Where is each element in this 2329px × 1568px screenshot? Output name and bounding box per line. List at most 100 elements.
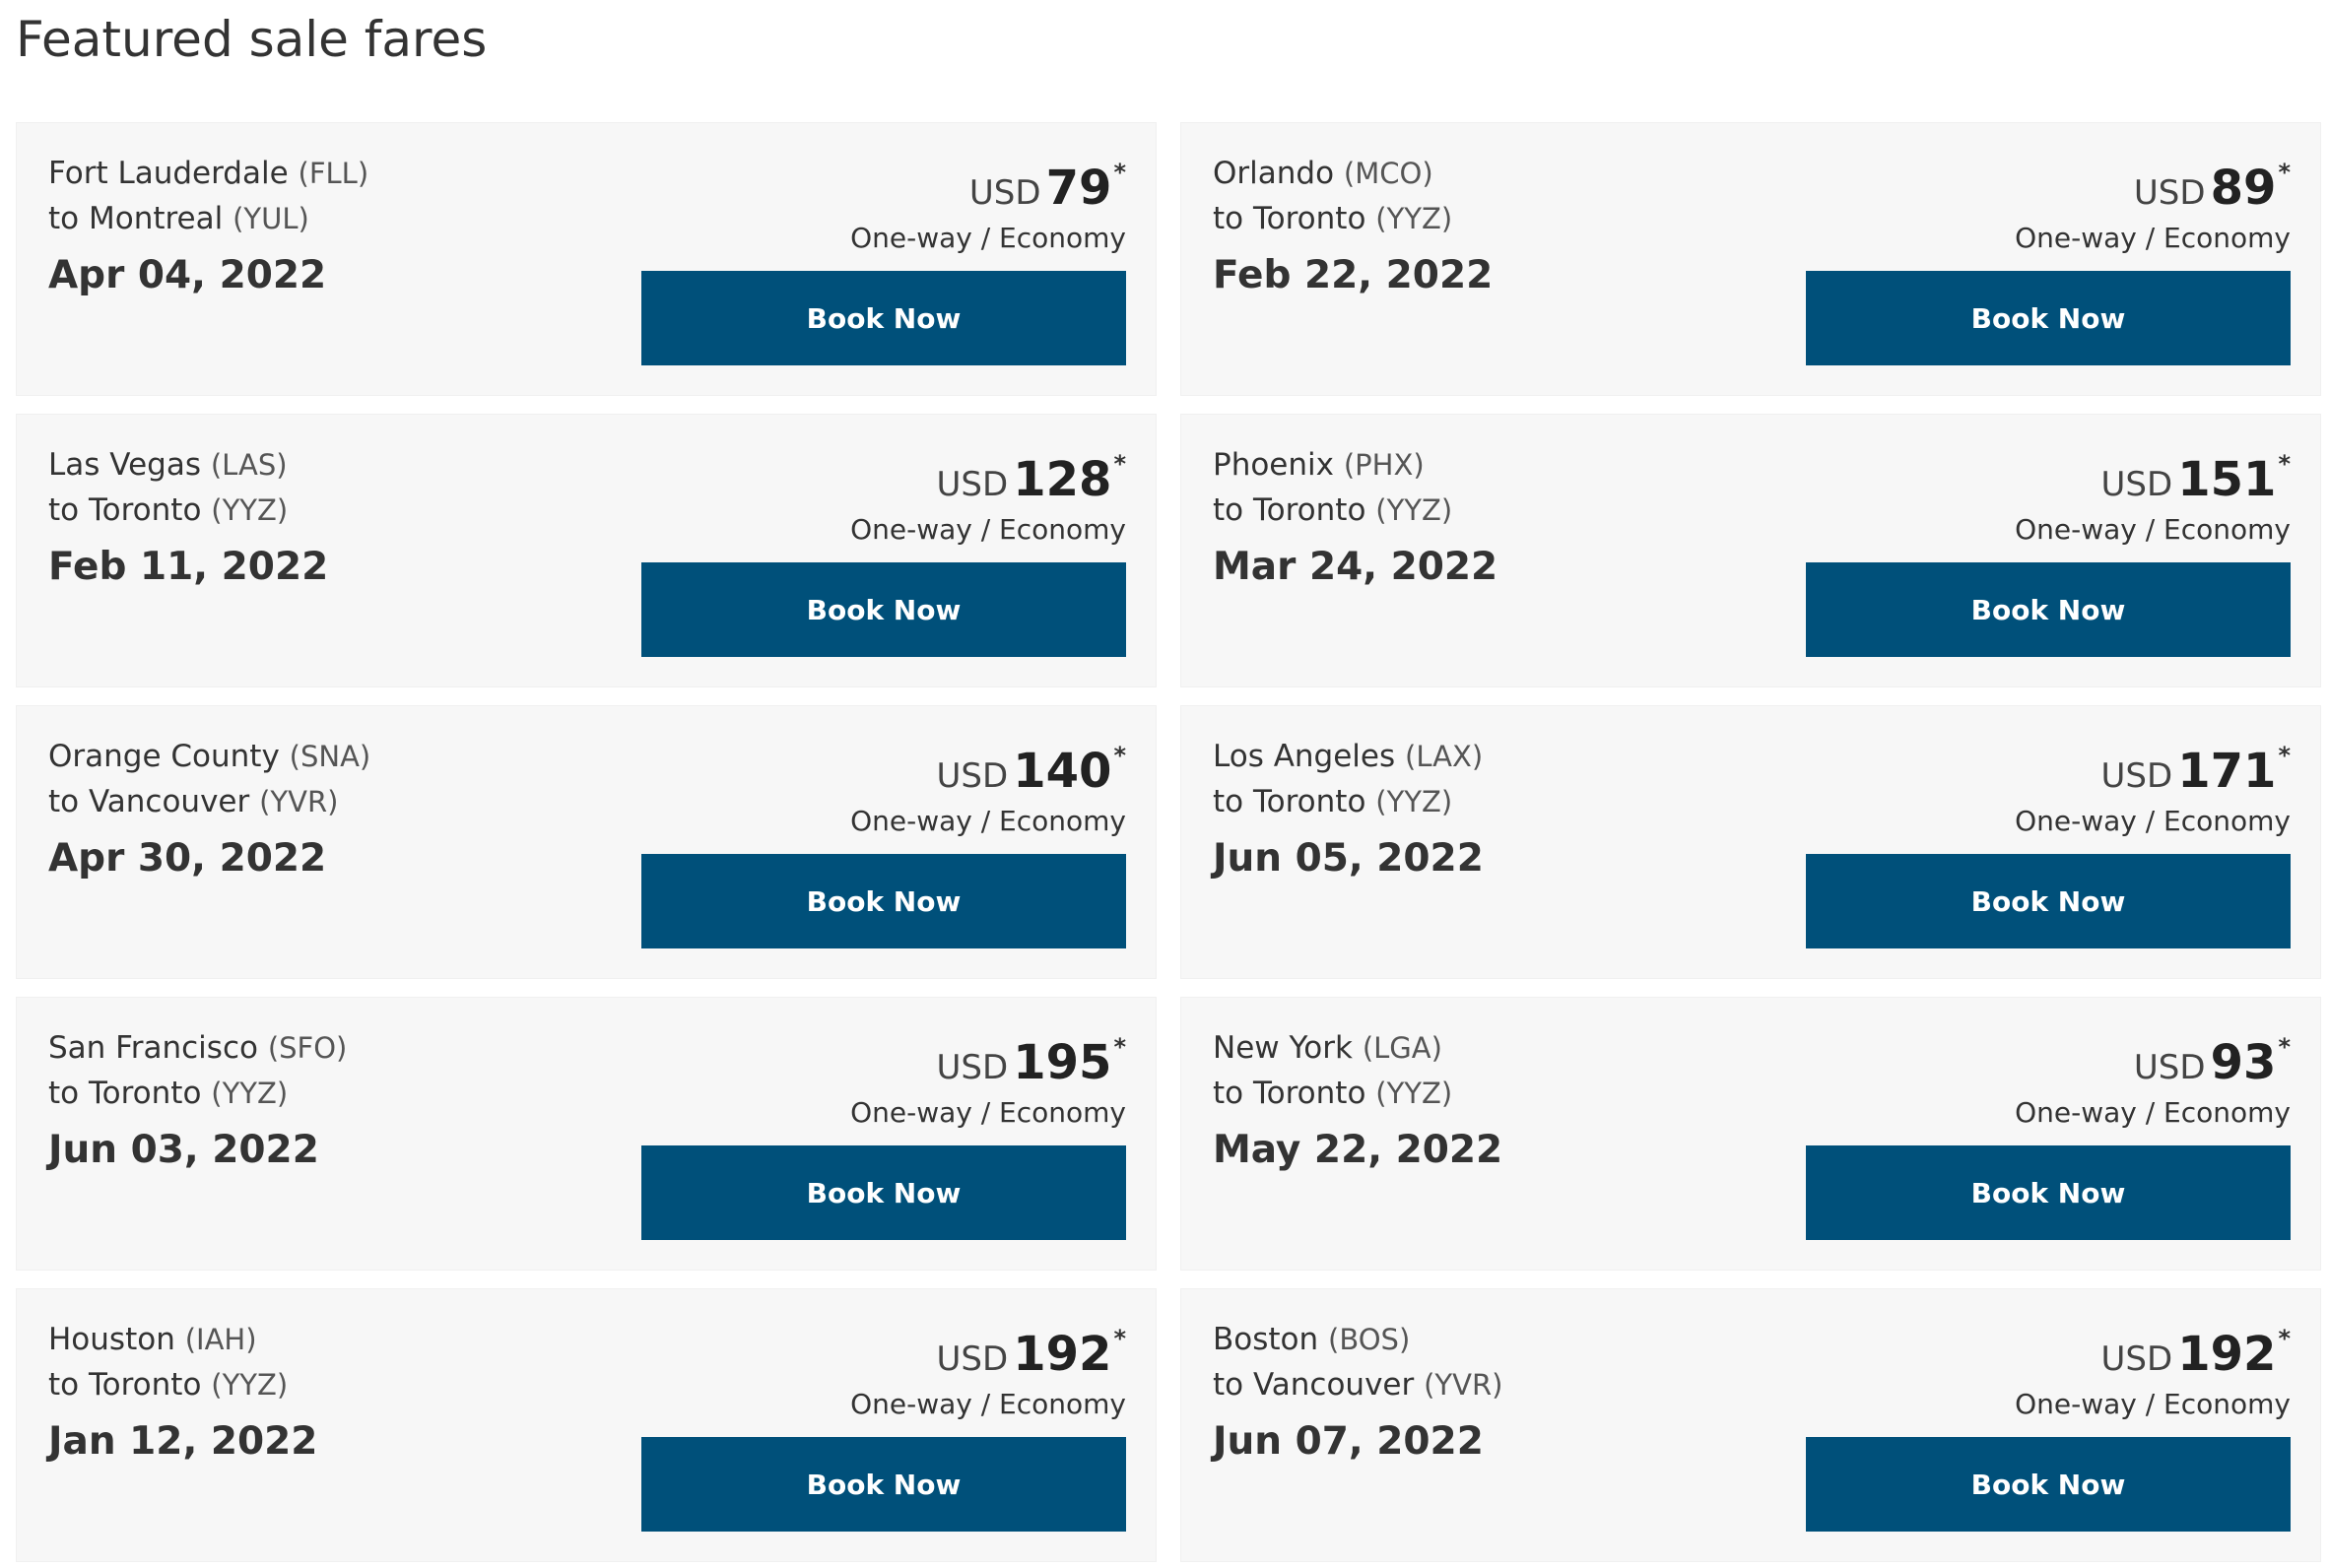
travel-date: Jan 12, 2022	[48, 1419, 318, 1464]
destination-code: (YYZ)	[211, 493, 289, 527]
price-amount: 171	[2177, 744, 2277, 799]
travel-date: Jun 05, 2022	[1213, 836, 1484, 881]
destination-city: to Montreal	[48, 201, 224, 236]
book-now-button[interactable]: Book Now	[1806, 1145, 2291, 1240]
price-amount: 140	[1013, 744, 1112, 799]
origin-city: Houston	[48, 1322, 175, 1357]
origin: Fort Lauderdale (FLL)	[48, 151, 368, 196]
fare-card: San Francisco (SFO) to Toronto (YYZ) Jun…	[16, 997, 1157, 1271]
price: USD 195*	[936, 1033, 1126, 1090]
currency: USD	[2133, 173, 2206, 213]
travel-date: May 22, 2022	[1213, 1128, 1503, 1172]
fare-type: One-way / Economy	[2015, 1096, 2291, 1129]
origin-city: Fort Lauderdale	[48, 156, 289, 191]
page-title: Featured sale fares	[16, 11, 488, 68]
book-now-button[interactable]: Book Now	[641, 562, 1126, 657]
origin-code: (BOS)	[1328, 1323, 1411, 1356]
origin: Las Vegas (LAS)	[48, 442, 288, 488]
price-asterisk: *	[2278, 1033, 2291, 1061]
currency: USD	[2133, 1048, 2206, 1087]
origin: Orlando (MCO)	[1213, 151, 1452, 196]
travel-date: Feb 11, 2022	[48, 545, 329, 589]
price-amount: 192	[1013, 1327, 1112, 1382]
currency: USD	[936, 756, 1009, 796]
price: USD 79*	[969, 159, 1126, 216]
price: USD 89*	[2134, 159, 2291, 216]
book-now-button[interactable]: Book Now	[1806, 271, 2291, 365]
origin-code: (LGA)	[1362, 1031, 1442, 1065]
origin-code: (LAS)	[210, 448, 288, 482]
price-amount: 128	[1013, 452, 1112, 507]
fare-type: One-way / Economy	[850, 1096, 1126, 1129]
price: USD 93*	[2134, 1033, 2291, 1090]
origin-city: San Francisco	[48, 1030, 258, 1066]
price-amount: 195	[1013, 1035, 1112, 1090]
destination: to Vancouver (YVR)	[48, 779, 370, 824]
destination-city: to Toronto	[1213, 1076, 1366, 1111]
book-now-button[interactable]: Book Now	[641, 1437, 1126, 1532]
book-now-button[interactable]: Book Now	[1806, 562, 2291, 657]
origin: Phoenix (PHX)	[1213, 442, 1452, 488]
origin-code: (MCO)	[1343, 157, 1433, 190]
destination: to Toronto (YYZ)	[48, 488, 288, 533]
price-asterisk: *	[1113, 1033, 1126, 1061]
route: Fort Lauderdale (FLL) to Montreal (YUL)	[48, 151, 368, 241]
fare-type: One-way / Economy	[2015, 1388, 2291, 1420]
price-asterisk: *	[2278, 450, 2291, 478]
price: USD 192*	[936, 1325, 1126, 1382]
fare-card: Orange County (SNA) to Vancouver (YVR) A…	[16, 705, 1157, 979]
price: USD 171*	[2100, 742, 2291, 799]
route: Orlando (MCO) to Toronto (YYZ)	[1213, 151, 1452, 241]
price-asterisk: *	[2278, 159, 2291, 186]
route: Houston (IAH) to Toronto (YYZ)	[48, 1317, 288, 1407]
origin: New York (LGA)	[1213, 1025, 1452, 1071]
origin-code: (FLL)	[298, 157, 369, 190]
route: New York (LGA) to Toronto (YYZ)	[1213, 1025, 1452, 1116]
route: Las Vegas (LAS) to Toronto (YYZ)	[48, 442, 288, 533]
travel-date: Feb 22, 2022	[1213, 253, 1494, 297]
origin: San Francisco (SFO)	[48, 1025, 347, 1071]
price-asterisk: *	[2278, 742, 2291, 769]
fare-card: Las Vegas (LAS) to Toronto (YYZ) Feb 11,…	[16, 414, 1157, 687]
destination-city: to Toronto	[48, 492, 202, 528]
destination: to Toronto (YYZ)	[48, 1071, 347, 1116]
currency: USD	[2100, 756, 2173, 796]
origin-city: Los Angeles	[1213, 739, 1396, 774]
origin-city: Phoenix	[1213, 447, 1334, 483]
destination-code: (YYZ)	[1375, 493, 1453, 527]
book-now-button[interactable]: Book Now	[641, 271, 1126, 365]
travel-date: Apr 04, 2022	[48, 253, 327, 297]
destination-code: (YYZ)	[211, 1077, 289, 1110]
book-now-button[interactable]: Book Now	[641, 1145, 1126, 1240]
route: San Francisco (SFO) to Toronto (YYZ)	[48, 1025, 347, 1116]
destination: to Toronto (YYZ)	[1213, 196, 1452, 241]
book-now-button[interactable]: Book Now	[641, 854, 1126, 948]
price-asterisk: *	[1113, 159, 1126, 186]
destination: to Toronto (YYZ)	[1213, 1071, 1452, 1116]
travel-date: Jun 03, 2022	[48, 1128, 319, 1172]
fare-card: Orlando (MCO) to Toronto (YYZ) Feb 22, 2…	[1180, 122, 2321, 396]
route: Boston (BOS) to Vancouver (YVR)	[1213, 1317, 1502, 1407]
price: USD 192*	[2100, 1325, 2291, 1382]
fare-card: Boston (BOS) to Vancouver (YVR) Jun 07, …	[1180, 1288, 2321, 1562]
origin-code: (SNA)	[289, 740, 371, 773]
origin-code: (PHX)	[1343, 448, 1425, 482]
price-amount: 93	[2210, 1035, 2277, 1090]
fare-type: One-way / Economy	[850, 222, 1126, 254]
fare-type: One-way / Economy	[850, 805, 1126, 837]
origin: Houston (IAH)	[48, 1317, 288, 1362]
price-amount: 192	[2177, 1327, 2277, 1382]
destination-code: (YVR)	[1424, 1368, 1503, 1402]
price: USD 140*	[936, 742, 1126, 799]
currency: USD	[936, 1048, 1009, 1087]
fare-card: New York (LGA) to Toronto (YYZ) May 22, …	[1180, 997, 2321, 1271]
price: USD 151*	[2100, 450, 2291, 507]
destination-city: to Toronto	[1213, 784, 1366, 819]
currency: USD	[936, 1339, 1009, 1379]
travel-date: Jun 07, 2022	[1213, 1419, 1484, 1464]
book-now-button[interactable]: Book Now	[1806, 854, 2291, 948]
book-now-button[interactable]: Book Now	[1806, 1437, 2291, 1532]
destination: to Montreal (YUL)	[48, 196, 368, 241]
destination-city: to Toronto	[48, 1367, 202, 1403]
destination-city: to Toronto	[1213, 492, 1366, 528]
